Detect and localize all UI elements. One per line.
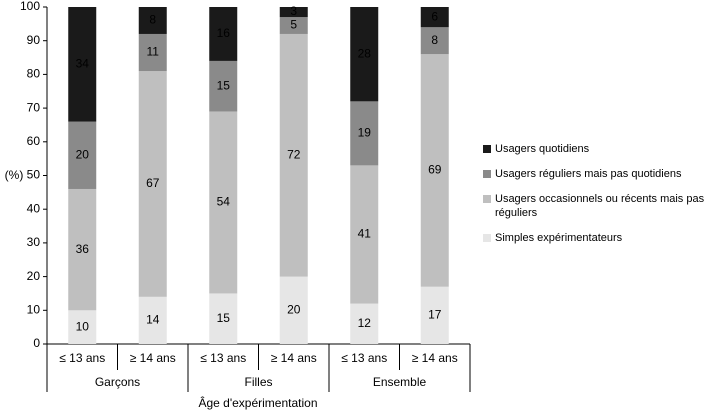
bar-segment: [420, 7, 449, 28]
data-label: 8: [431, 33, 438, 47]
legend-swatch: [483, 145, 491, 153]
data-label: 54: [217, 195, 231, 209]
legend-label: Simples expérimentateurs: [495, 232, 623, 244]
data-label: 8: [149, 13, 156, 27]
data-label: 14: [146, 313, 160, 327]
x-tick-label: ≤ 13 ans: [341, 351, 387, 365]
group-label: Garçons: [95, 375, 140, 389]
data-label: 6: [431, 9, 438, 23]
bar-segment: [350, 101, 379, 166]
data-label: 36: [76, 242, 90, 256]
y-tick-label: 20: [27, 269, 41, 283]
bar-segment: [279, 7, 308, 18]
data-label: 15: [217, 78, 231, 92]
data-label: 34: [76, 56, 90, 70]
data-label: 17: [428, 308, 442, 322]
x-tick-label: ≥ 14 ans: [412, 351, 458, 365]
data-label: 67: [146, 176, 160, 190]
data-label: 11: [147, 45, 160, 59]
bar-segment: [138, 33, 167, 72]
bar-segment: [420, 54, 449, 287]
y-tick-label: 60: [27, 134, 41, 148]
x-tick-label: ≥ 14 ans: [271, 351, 317, 365]
y-tick-label: 40: [27, 201, 41, 215]
data-label: 3: [290, 4, 297, 18]
y-tick-label: 90: [27, 33, 41, 47]
x-tick-label: ≥ 14 ans: [130, 351, 176, 365]
data-label: 5: [290, 18, 297, 32]
y-tick-label: 30: [27, 235, 41, 249]
legend-swatch: [483, 195, 491, 203]
bar-segment: [279, 33, 308, 277]
data-label: 41: [358, 227, 372, 241]
bar-segment: [68, 7, 97, 122]
legend-label: Usagers occasionnels ou récents mais pas…: [495, 193, 705, 219]
bar-segment: [68, 121, 97, 189]
bar-segment: [279, 17, 308, 34]
x-tick-label: ≤ 13 ans: [59, 351, 105, 365]
data-label: 12: [358, 316, 372, 330]
y-tick-label: 80: [27, 67, 41, 81]
legend-swatch: [483, 234, 491, 242]
legend-label: Usagers réguliers mais pas quotidiens: [495, 168, 682, 180]
group-label: Filles: [244, 375, 272, 389]
bar-segment: [279, 276, 308, 344]
bar-segment: [420, 286, 449, 344]
bar-segment: [209, 60, 238, 112]
data-label: 20: [287, 302, 301, 316]
x-axis-label: Âge d'expérimentation: [198, 395, 317, 410]
group-label: Ensemble: [373, 375, 427, 389]
legend-item: Simples expérimentateurs: [483, 231, 708, 245]
bar-segment: [68, 310, 97, 344]
legend-item: Usagers réguliers mais pas quotidiens: [483, 167, 708, 181]
y-tick-label: 70: [27, 100, 41, 114]
data-label: 10: [76, 319, 90, 333]
data-label: 19: [358, 126, 372, 140]
y-tick-label: 10: [27, 302, 41, 316]
bar-segment: [350, 165, 379, 304]
x-tick-label: ≤ 13 ans: [200, 351, 246, 365]
y-tick-label: 100: [20, 0, 40, 13]
legend-label: Usagers quotidiens: [495, 143, 590, 155]
data-label: 16: [217, 26, 231, 40]
data-label: 15: [217, 311, 231, 325]
data-label: 72: [287, 147, 301, 161]
bar-segment: [350, 303, 379, 344]
bar-segment: [209, 7, 238, 61]
y-axis-label: (%): [5, 168, 24, 182]
bar-segment: [209, 293, 238, 344]
legend-item: Usagers quotidiens: [483, 142, 708, 156]
legend: Usagers quotidiens Usagers réguliers mais…: [483, 142, 708, 256]
legend-item: Usagers occasionnels ou récents mais pas…: [483, 192, 708, 220]
bar-segment: [138, 71, 167, 297]
y-tick-label: 50: [27, 168, 41, 182]
bar-segment: [68, 188, 97, 311]
bar-segment: [138, 296, 167, 344]
bar-segment: [138, 7, 167, 34]
bar-segment: [209, 111, 238, 294]
bar-segment: [420, 27, 449, 55]
legend-swatch: [483, 170, 491, 178]
data-label: 28: [358, 46, 372, 60]
data-label: 20: [76, 147, 90, 161]
y-tick-label: 0: [33, 336, 40, 350]
bar-segment: [350, 7, 379, 102]
data-label: 69: [428, 163, 442, 177]
